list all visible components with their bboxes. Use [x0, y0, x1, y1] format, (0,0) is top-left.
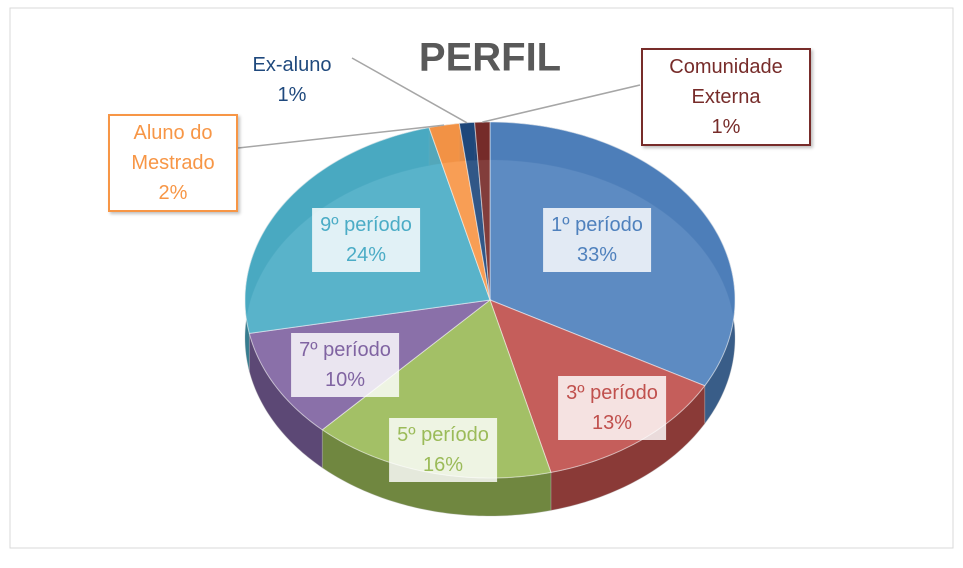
leader-line: [482, 84, 641, 123]
data-label: Comunidade Externa 1%: [641, 48, 811, 146]
label-category: Comunidade Externa: [669, 56, 783, 108]
label-value: 1%: [277, 84, 307, 106]
label-value: 13%: [591, 412, 633, 434]
data-label: 9º período 24%: [312, 208, 420, 272]
label-category: 1º período: [551, 214, 643, 236]
label-category: 5º período: [397, 424, 489, 446]
label-category: Ex-aluno: [252, 54, 332, 76]
data-label: 3º período 13%: [558, 376, 666, 440]
data-label: Ex-aluno 1%: [244, 48, 340, 112]
leader-line: [351, 57, 468, 124]
data-label: 5º período 16%: [389, 418, 497, 482]
data-label: 7º período 10%: [291, 333, 399, 397]
label-value: 33%: [576, 244, 618, 266]
label-value: 1%: [711, 116, 741, 138]
label-value: 16%: [422, 454, 464, 476]
data-label: 1º período 33%: [543, 208, 651, 272]
label-category: 9º período: [320, 214, 412, 236]
label-category: 3º período: [566, 382, 658, 404]
label-value: 10%: [324, 369, 366, 391]
label-value: 24%: [345, 244, 387, 266]
label-category: Aluno do Mestrado: [131, 122, 215, 174]
slice: [474, 121, 491, 301]
label-value: 2%: [158, 182, 188, 204]
chart-title: PERFIL: [418, 35, 562, 80]
leader-line: [237, 124, 445, 149]
data-label: Aluno do Mestrado 2%: [108, 114, 238, 212]
label-category: 7º período: [299, 339, 391, 361]
